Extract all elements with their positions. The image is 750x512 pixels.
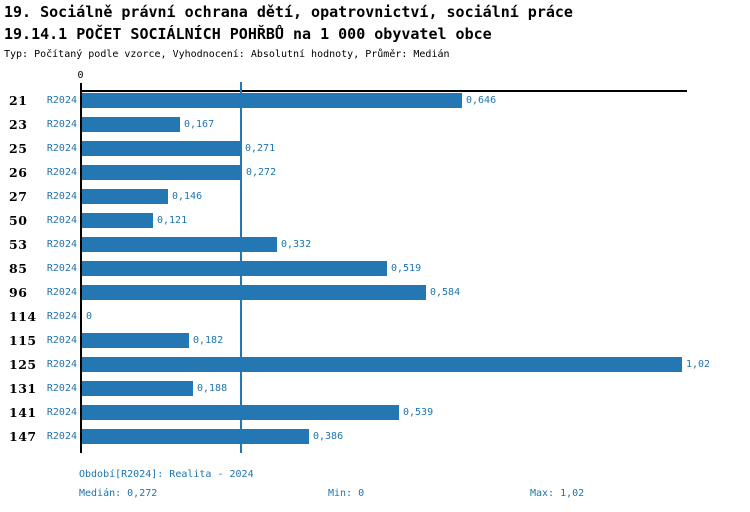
chart-row: 26 R2024 0,272 [0, 165, 750, 180]
chart-row: 25 R2024 0,271 [0, 141, 750, 156]
row-category-label: 125 [9, 357, 37, 372]
bar [82, 93, 462, 108]
bar-value-label: 0,167 [184, 119, 215, 130]
row-period-label: R2024 [46, 263, 77, 274]
bar-value-label: 0,584 [430, 287, 461, 298]
chart-row: 21 R2024 0,646 [0, 93, 750, 108]
bar-value-label: 0,386 [313, 431, 344, 442]
bar [82, 429, 309, 444]
row-period-label: R2024 [46, 287, 77, 298]
axis-zero-tick-label: 0 [77, 70, 84, 81]
row-period-label: R2024 [46, 119, 77, 130]
row-category-label: 96 [9, 285, 28, 300]
chart-row: 85 R2024 0,519 [0, 261, 750, 276]
bar [82, 189, 168, 204]
chart-meta-line: Typ: Počítaný podle vzorce, Vyhodnocení:… [4, 49, 450, 60]
row-category-label: 53 [9, 237, 28, 252]
row-period-label: R2024 [46, 215, 77, 226]
chart-row: 53 R2024 0,332 [0, 237, 750, 252]
bar [82, 381, 193, 396]
bar-value-label: 1,02 [686, 359, 711, 370]
bar [82, 141, 241, 156]
bar-value-label: 0,539 [403, 407, 434, 418]
chart-row: 50 R2024 0,121 [0, 213, 750, 228]
footer-max-label: Max: 1,02 [530, 488, 585, 499]
chart-row: 125 R2024 1,02 [0, 357, 750, 372]
bar-value-label: 0,519 [391, 263, 422, 274]
bar-value-label: 0,188 [197, 383, 228, 394]
axis-top-line [80, 90, 687, 92]
bar-value-label: 0,146 [172, 191, 203, 202]
axis-left-line [80, 90, 82, 453]
bar [82, 261, 387, 276]
bar-value-label: 0,121 [157, 215, 188, 226]
bar-value-label: 0,272 [246, 167, 277, 178]
row-period-label: R2024 [46, 95, 77, 106]
row-category-label: 23 [9, 117, 28, 132]
row-period-label: R2024 [46, 191, 77, 202]
chart-title-line2: 19.14.1 POČET SOCIÁLNÍCH POHŘBŮ na 1 000… [4, 25, 492, 43]
row-period-label: R2024 [46, 359, 77, 370]
chart-row: 27 R2024 0,146 [0, 189, 750, 204]
row-period-label: R2024 [46, 335, 77, 346]
row-period-label: R2024 [46, 167, 77, 178]
bar [82, 405, 399, 420]
chart-title-line1: 19. Sociálně právní ochrana dětí, opatro… [4, 3, 573, 21]
bar [82, 357, 682, 372]
row-period-label: R2024 [46, 383, 77, 394]
bar-value-label: 0,646 [466, 95, 497, 106]
chart-row: 147 R2024 0,386 [0, 429, 750, 444]
bar-value-label: 0,271 [245, 143, 276, 154]
row-category-label: 114 [9, 309, 37, 324]
footer-period-label: Období[R2024]: Realita - 2024 [79, 469, 254, 480]
row-category-label: 21 [9, 93, 28, 108]
bar [82, 213, 153, 228]
row-period-label: R2024 [46, 239, 77, 250]
row-category-label: 26 [9, 165, 28, 180]
row-category-label: 25 [9, 141, 28, 156]
bar-value-label: 0,182 [193, 335, 224, 346]
row-category-label: 115 [9, 333, 37, 348]
bar [82, 333, 189, 348]
chart-row: 141 R2024 0,539 [0, 405, 750, 420]
axis-zero-tick [80, 83, 82, 90]
row-category-label: 27 [9, 189, 28, 204]
bar [82, 117, 180, 132]
chart-row: 115 R2024 0,182 [0, 333, 750, 348]
row-period-label: R2024 [46, 431, 77, 442]
chart-row: 131 R2024 0,188 [0, 381, 750, 396]
bar [82, 237, 277, 252]
chart-row: 114 R2024 0 [0, 309, 750, 324]
footer-min-label: Min: 0 [328, 488, 365, 499]
row-category-label: 141 [9, 405, 37, 420]
row-category-label: 147 [9, 429, 37, 444]
bar [82, 285, 426, 300]
bar-value-label: 0 [86, 311, 93, 322]
bar [82, 165, 242, 180]
chart-row: 23 R2024 0,167 [0, 117, 750, 132]
row-period-label: R2024 [46, 311, 77, 322]
bar-value-label: 0,332 [281, 239, 312, 250]
row-period-label: R2024 [46, 143, 77, 154]
row-category-label: 131 [9, 381, 37, 396]
row-category-label: 85 [9, 261, 28, 276]
row-period-label: R2024 [46, 407, 77, 418]
chart-row: 96 R2024 0,584 [0, 285, 750, 300]
footer-median-label: Medián: 0,272 [79, 488, 158, 499]
row-category-label: 50 [9, 213, 28, 228]
